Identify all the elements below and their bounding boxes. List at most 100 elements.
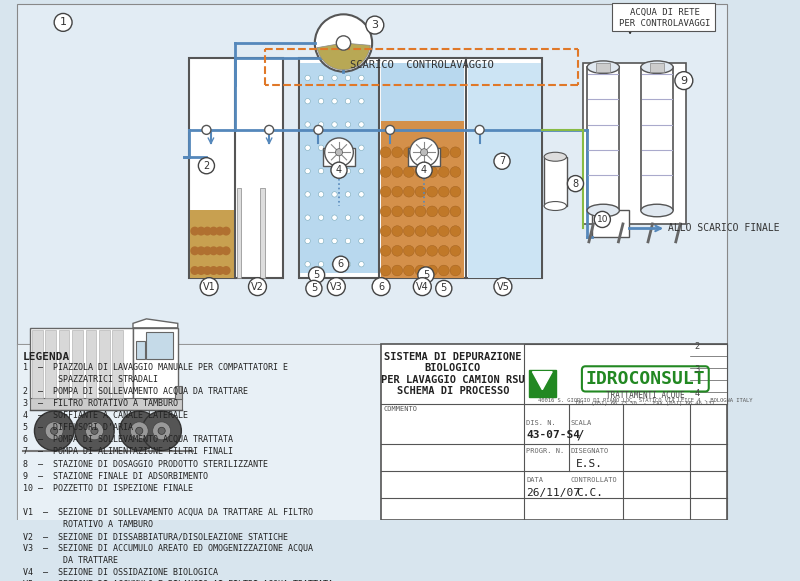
- Circle shape: [426, 206, 438, 217]
- Text: 8  –  STAZIONE DI DOSAGGIO PRODOTTO STERILIZZANTE: 8 – STAZIONE DI DOSAGGIO PRODOTTO STERIL…: [23, 460, 268, 468]
- Bar: [587, 67, 619, 210]
- Circle shape: [358, 76, 364, 81]
- Bar: [612, 3, 715, 31]
- Circle shape: [318, 122, 324, 127]
- Text: COMMENTO: COMMENTO: [384, 406, 418, 412]
- Circle shape: [346, 122, 350, 127]
- Text: V1  –  SEZIONE DI SOLLEVAMENTO ACQUA DA TRATTARE AL FILTRO: V1 – SEZIONE DI SOLLEVAMENTO ACQUA DA TR…: [23, 508, 313, 517]
- Circle shape: [450, 187, 461, 197]
- Circle shape: [190, 246, 199, 255]
- Polygon shape: [133, 319, 178, 328]
- Circle shape: [305, 261, 310, 267]
- Circle shape: [315, 15, 372, 71]
- Text: E.S.: E.S.: [576, 459, 603, 469]
- Text: SISTEMA DI DEPURAZIONE
BIOLOGICO
PER LAVAGGIO CAMION RSU
SCHEMA DI PROCESSO: SISTEMA DI DEPURAZIONE BIOLOGICO PER LAV…: [381, 352, 525, 396]
- Circle shape: [358, 238, 364, 243]
- Circle shape: [414, 278, 431, 296]
- Text: 6: 6: [338, 259, 344, 269]
- Circle shape: [358, 192, 364, 197]
- Text: 5  –  DIFFUSORI D’ARIA: 5 – DIFFUSORI D’ARIA: [23, 423, 133, 432]
- Circle shape: [403, 167, 414, 177]
- Bar: [30, 398, 182, 410]
- Circle shape: [203, 266, 212, 275]
- Circle shape: [403, 147, 414, 157]
- Circle shape: [438, 245, 449, 256]
- Circle shape: [380, 147, 391, 157]
- Text: 43-07-S4: 43-07-S4: [526, 431, 580, 440]
- Bar: [18, 344, 725, 521]
- Circle shape: [305, 168, 310, 174]
- Circle shape: [332, 122, 338, 127]
- Circle shape: [380, 167, 391, 177]
- Circle shape: [50, 427, 58, 435]
- Bar: [591, 210, 630, 238]
- Text: 3: 3: [371, 20, 378, 30]
- Circle shape: [426, 187, 438, 197]
- Bar: [146, 332, 174, 359]
- Circle shape: [305, 99, 310, 104]
- Circle shape: [332, 215, 338, 220]
- Bar: [381, 344, 727, 521]
- Text: ACQUA DI RETE
PER CONTROLAVAGGI: ACQUA DI RETE PER CONTROLAVAGGI: [619, 8, 710, 28]
- Circle shape: [450, 167, 461, 177]
- Circle shape: [392, 245, 402, 256]
- Text: V5: V5: [497, 282, 510, 292]
- Ellipse shape: [587, 205, 619, 217]
- Bar: [408, 148, 440, 166]
- Bar: [381, 121, 464, 278]
- Bar: [72, 329, 83, 398]
- Circle shape: [34, 411, 74, 450]
- Bar: [260, 188, 265, 278]
- Circle shape: [346, 99, 350, 104]
- Circle shape: [415, 167, 426, 177]
- Text: TEL. (051) 66 23 50  -  FAX (051) 66 46 137: TEL. (051) 66 23 50 - FAX (051) 66 46 13…: [575, 401, 715, 407]
- Circle shape: [305, 145, 310, 150]
- Text: 1: 1: [60, 17, 66, 27]
- Bar: [237, 188, 242, 278]
- Circle shape: [450, 265, 461, 276]
- Bar: [596, 63, 610, 71]
- Circle shape: [366, 16, 384, 34]
- Bar: [582, 63, 686, 224]
- Circle shape: [336, 36, 350, 50]
- Bar: [641, 67, 673, 210]
- Ellipse shape: [641, 61, 673, 73]
- Circle shape: [346, 168, 350, 174]
- Circle shape: [675, 71, 693, 89]
- Circle shape: [403, 245, 414, 256]
- Circle shape: [305, 192, 310, 197]
- Bar: [133, 328, 178, 400]
- Circle shape: [450, 226, 461, 236]
- Circle shape: [305, 76, 310, 81]
- Circle shape: [494, 153, 510, 169]
- Ellipse shape: [641, 205, 673, 217]
- Circle shape: [392, 147, 402, 157]
- Text: 10 –  POZZETTO DI ISPEZIONE FINALE: 10 – POZZETTO DI ISPEZIONE FINALE: [23, 484, 193, 493]
- Circle shape: [265, 125, 274, 134]
- Text: 7  –  POMPA DI ALIMENTAZIONE FILTRI FINALI: 7 – POMPA DI ALIMENTAZIONE FILTRI FINALI: [23, 447, 233, 457]
- Text: /: /: [576, 429, 584, 442]
- Circle shape: [333, 256, 349, 272]
- Text: 40016 S. GIORGIO DI PIANO LOC. STATICÒ VIA LEICE 4 - BOLOGNA ITALY: 40016 S. GIORGIO DI PIANO LOC. STATICÒ V…: [538, 398, 753, 403]
- Bar: [136, 341, 145, 359]
- Bar: [323, 148, 355, 166]
- Circle shape: [494, 278, 512, 296]
- Circle shape: [197, 227, 206, 235]
- Text: 4: 4: [336, 165, 342, 175]
- Circle shape: [318, 215, 324, 220]
- Circle shape: [335, 149, 342, 156]
- Circle shape: [594, 211, 610, 228]
- Text: V4: V4: [416, 282, 429, 292]
- Text: 5: 5: [441, 284, 447, 293]
- Circle shape: [358, 99, 364, 104]
- Circle shape: [309, 267, 325, 283]
- Circle shape: [332, 99, 338, 104]
- Bar: [112, 329, 123, 398]
- Circle shape: [200, 278, 218, 296]
- Text: 5: 5: [314, 270, 320, 280]
- Text: DA TRATTARE: DA TRATTARE: [23, 556, 118, 565]
- Text: DIS. N.: DIS. N.: [526, 420, 556, 426]
- Circle shape: [346, 192, 350, 197]
- Circle shape: [318, 145, 324, 150]
- Circle shape: [190, 227, 199, 235]
